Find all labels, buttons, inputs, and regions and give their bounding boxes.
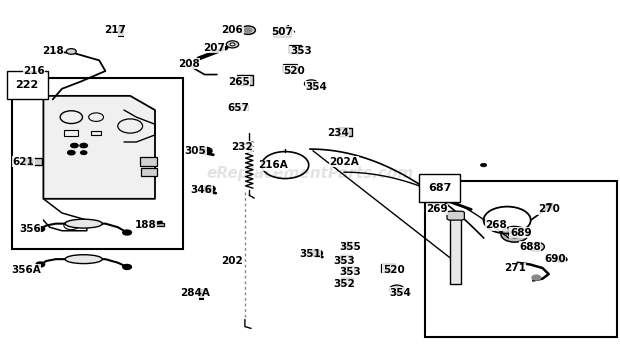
Text: 284A: 284A bbox=[180, 288, 210, 298]
Circle shape bbox=[508, 231, 521, 238]
Text: 687: 687 bbox=[428, 183, 451, 193]
Bar bbox=[24, 158, 42, 165]
Text: 207: 207 bbox=[203, 43, 225, 53]
Text: 689: 689 bbox=[510, 228, 531, 237]
Text: 216A: 216A bbox=[258, 160, 288, 170]
Text: 346: 346 bbox=[190, 185, 213, 195]
Circle shape bbox=[346, 244, 352, 247]
Text: 265: 265 bbox=[228, 77, 250, 87]
Circle shape bbox=[36, 226, 45, 231]
Polygon shape bbox=[43, 96, 155, 199]
Circle shape bbox=[304, 80, 318, 88]
Bar bbox=[341, 278, 353, 284]
Text: 206: 206 bbox=[221, 25, 244, 35]
Circle shape bbox=[241, 26, 255, 34]
Text: 234: 234 bbox=[327, 128, 349, 138]
Text: 354: 354 bbox=[305, 82, 327, 92]
Bar bbox=[152, 223, 164, 226]
Circle shape bbox=[123, 230, 131, 235]
Circle shape bbox=[80, 143, 87, 148]
Circle shape bbox=[203, 185, 215, 192]
Bar bbox=[197, 289, 206, 292]
Text: 507: 507 bbox=[271, 27, 293, 37]
Circle shape bbox=[66, 49, 76, 54]
Circle shape bbox=[26, 159, 33, 164]
FancyBboxPatch shape bbox=[447, 211, 464, 220]
Circle shape bbox=[200, 147, 212, 154]
Circle shape bbox=[394, 288, 400, 291]
Text: 688: 688 bbox=[519, 242, 541, 252]
Bar bbox=[273, 28, 291, 36]
Text: 520: 520 bbox=[283, 66, 306, 76]
Bar bbox=[64, 130, 78, 136]
Text: 188: 188 bbox=[135, 220, 157, 230]
Text: 218: 218 bbox=[42, 47, 64, 56]
Text: 222: 222 bbox=[16, 80, 38, 90]
Ellipse shape bbox=[65, 219, 102, 228]
Text: 353: 353 bbox=[333, 256, 355, 266]
Bar bbox=[237, 75, 253, 85]
Text: 355: 355 bbox=[339, 242, 361, 252]
Text: 202A: 202A bbox=[329, 157, 359, 166]
Circle shape bbox=[556, 256, 567, 262]
Circle shape bbox=[230, 43, 235, 46]
Bar bbox=[91, 131, 101, 135]
Text: 268: 268 bbox=[485, 220, 507, 230]
Bar bbox=[381, 264, 395, 272]
Circle shape bbox=[71, 143, 78, 148]
Circle shape bbox=[533, 245, 540, 249]
Circle shape bbox=[244, 28, 252, 32]
Circle shape bbox=[36, 262, 45, 267]
Text: eReplacementParts.com: eReplacementParts.com bbox=[206, 166, 414, 181]
Text: 621: 621 bbox=[12, 157, 35, 166]
Bar bbox=[198, 290, 205, 300]
Text: 271: 271 bbox=[503, 263, 526, 273]
Circle shape bbox=[81, 151, 87, 154]
Text: 353: 353 bbox=[290, 47, 312, 56]
Bar bbox=[450, 213, 461, 284]
Circle shape bbox=[226, 41, 239, 48]
Circle shape bbox=[451, 278, 460, 283]
Bar bbox=[337, 128, 353, 136]
Circle shape bbox=[480, 163, 487, 167]
Text: 305: 305 bbox=[184, 146, 206, 156]
Text: 520: 520 bbox=[383, 265, 405, 275]
Bar bbox=[12, 78, 183, 248]
Text: 690: 690 bbox=[544, 254, 565, 264]
Text: 270: 270 bbox=[538, 204, 560, 214]
Bar bbox=[283, 64, 297, 72]
Circle shape bbox=[532, 275, 541, 280]
Bar bbox=[141, 168, 157, 176]
Text: 208: 208 bbox=[178, 59, 200, 69]
Text: 216: 216 bbox=[23, 66, 45, 76]
Circle shape bbox=[528, 242, 544, 251]
Circle shape bbox=[389, 285, 404, 294]
Circle shape bbox=[310, 250, 322, 257]
Text: 351: 351 bbox=[299, 249, 321, 259]
Ellipse shape bbox=[65, 255, 102, 263]
Text: 354: 354 bbox=[389, 288, 411, 298]
Text: 356A: 356A bbox=[11, 265, 41, 275]
Text: 657: 657 bbox=[228, 103, 250, 113]
Bar bbox=[118, 26, 124, 37]
Text: 269: 269 bbox=[427, 204, 448, 214]
Bar bbox=[239, 104, 248, 110]
Circle shape bbox=[544, 204, 555, 210]
Bar bbox=[340, 255, 352, 262]
Circle shape bbox=[501, 226, 528, 242]
Text: 232: 232 bbox=[231, 142, 253, 152]
Text: 356: 356 bbox=[19, 224, 41, 234]
Circle shape bbox=[308, 82, 314, 86]
Text: 353: 353 bbox=[339, 267, 361, 277]
Bar bbox=[343, 266, 354, 272]
Text: 352: 352 bbox=[333, 279, 355, 289]
Circle shape bbox=[342, 242, 356, 250]
Text: 217: 217 bbox=[104, 25, 126, 35]
Bar bbox=[140, 157, 157, 166]
Bar bbox=[289, 45, 301, 53]
Circle shape bbox=[123, 264, 131, 269]
Text: 202: 202 bbox=[221, 256, 244, 266]
Bar bbox=[425, 181, 617, 337]
Circle shape bbox=[68, 151, 75, 155]
